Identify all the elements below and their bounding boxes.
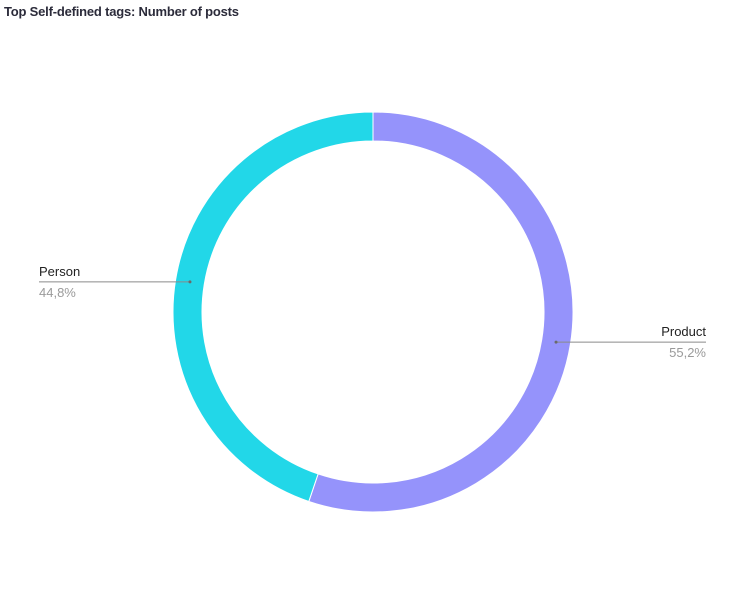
leader-dot-person <box>188 280 192 284</box>
donut-slice-product[interactable] <box>308 111 574 513</box>
slice-label-person: Person <box>39 264 80 279</box>
slice-percent-person: 44,8% <box>39 285 76 300</box>
chart-title: Top Self-defined tags: Number of posts <box>4 4 239 19</box>
leader-dot-product <box>554 340 558 344</box>
slice-label-product: Product <box>661 324 706 339</box>
donut-slice-person[interactable] <box>172 111 374 503</box>
slice-percent-product: 55,2% <box>669 345 706 360</box>
